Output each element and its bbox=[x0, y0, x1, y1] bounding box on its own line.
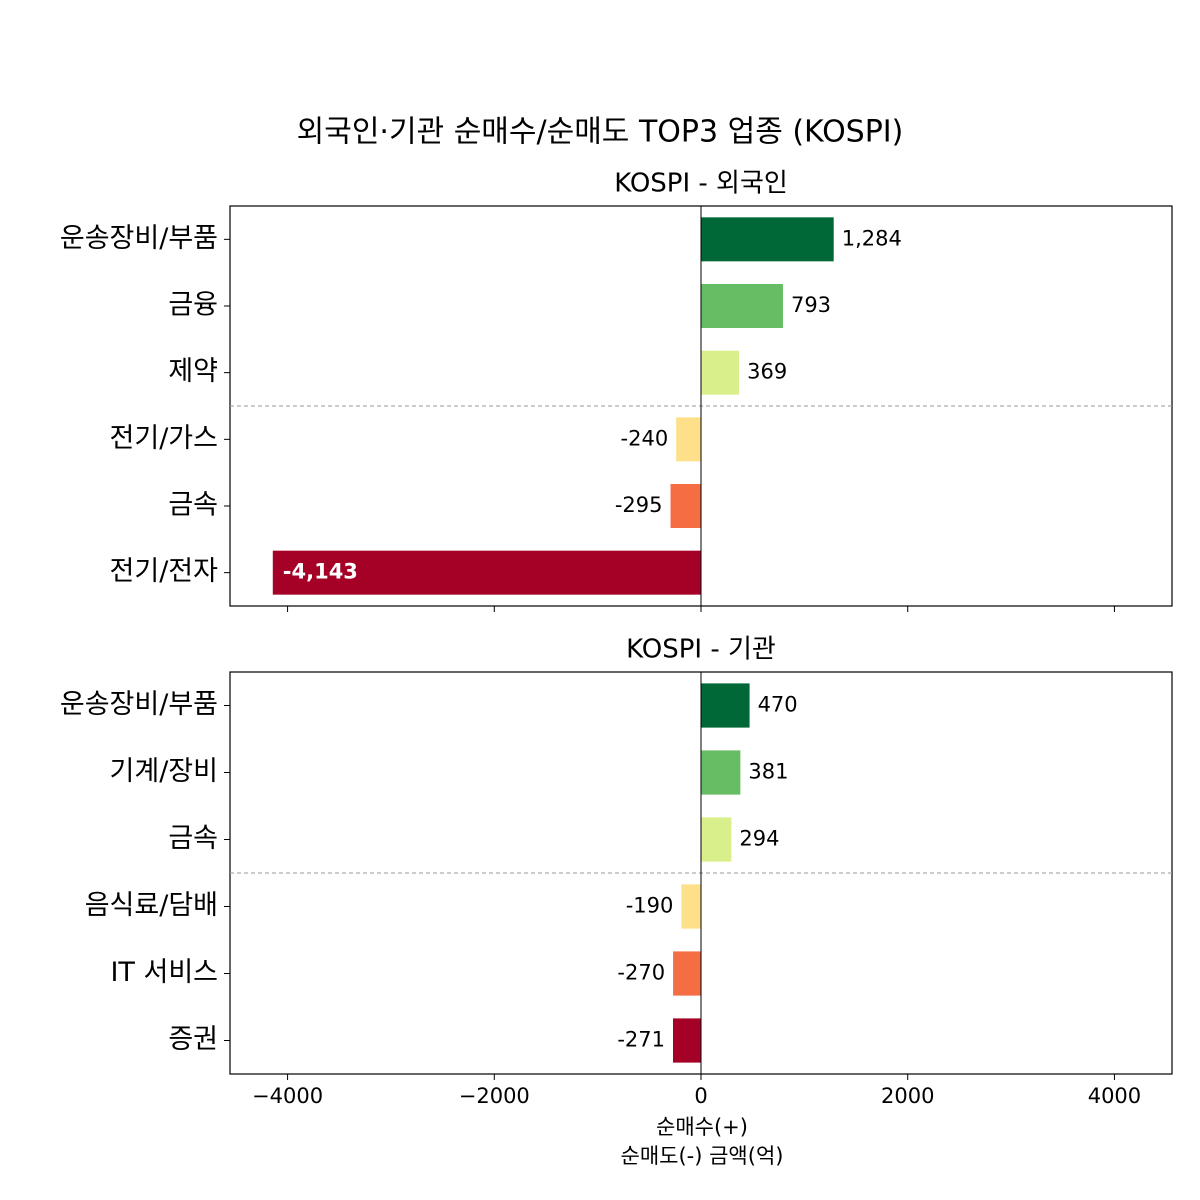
value-label: -190 bbox=[626, 894, 674, 918]
bar bbox=[676, 417, 701, 462]
bar bbox=[673, 951, 701, 996]
x-tick-label: −4000 bbox=[252, 1084, 323, 1108]
bar bbox=[701, 750, 741, 795]
y-tick-label: 제약 bbox=[168, 356, 218, 387]
bar bbox=[672, 1018, 701, 1063]
subplot-title: KOSPI - 외국인 bbox=[614, 169, 788, 199]
bar bbox=[701, 817, 732, 862]
y-tick-label: 운송장비/부품 bbox=[60, 223, 218, 254]
y-tick-label: IT 서비스 bbox=[110, 957, 218, 988]
value-label: -240 bbox=[621, 426, 669, 450]
value-label: 294 bbox=[739, 827, 779, 851]
y-tick-label: 운송장비/부품 bbox=[60, 689, 218, 720]
bar bbox=[701, 284, 783, 328]
x-tick-label: 2000 bbox=[881, 1084, 934, 1108]
y-tick-label: 음식료/담배 bbox=[85, 890, 218, 921]
subplot-title: KOSPI - 기관 bbox=[626, 635, 776, 665]
x-tick-label: −2000 bbox=[459, 1084, 530, 1108]
y-tick-label: 전기/가스 bbox=[110, 423, 218, 454]
y-tick-label: 기계/장비 bbox=[110, 756, 218, 787]
value-label: -295 bbox=[615, 493, 663, 517]
y-tick-label: 금속 bbox=[168, 490, 218, 521]
chart-title: 외국인·기관 순매수/순매도 TOP3 업종 (KOSPI) bbox=[297, 115, 904, 150]
x-tick-label: 0 bbox=[694, 1084, 707, 1108]
y-tick-label: 금융 bbox=[168, 290, 218, 321]
value-label: -271 bbox=[617, 1028, 665, 1052]
y-tick-label: 금속 bbox=[168, 823, 218, 854]
y-tick-label: 전기/전자 bbox=[110, 556, 219, 587]
value-label: 369 bbox=[747, 360, 787, 384]
bar bbox=[670, 484, 701, 528]
x-tick-label: 4000 bbox=[1088, 1084, 1141, 1108]
x-axis-label: 순매수(+) 순매도(-) 금액(억) bbox=[620, 1115, 784, 1168]
value-label: 793 bbox=[791, 293, 831, 317]
value-label: -4,143 bbox=[283, 560, 358, 584]
bar bbox=[681, 884, 701, 929]
value-label: 1,284 bbox=[842, 226, 902, 250]
bar bbox=[701, 683, 750, 728]
bar bbox=[701, 350, 740, 395]
bar bbox=[272, 550, 701, 595]
value-label: -270 bbox=[617, 961, 665, 985]
bar bbox=[701, 217, 834, 262]
value-label: 470 bbox=[758, 693, 798, 717]
value-label: 381 bbox=[748, 760, 788, 784]
y-tick-label: 증권 bbox=[168, 1024, 218, 1055]
